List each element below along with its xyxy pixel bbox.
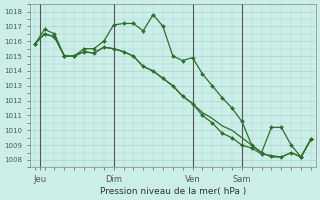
X-axis label: Pression niveau de la mer( hPa ): Pression niveau de la mer( hPa ) (100, 187, 246, 196)
